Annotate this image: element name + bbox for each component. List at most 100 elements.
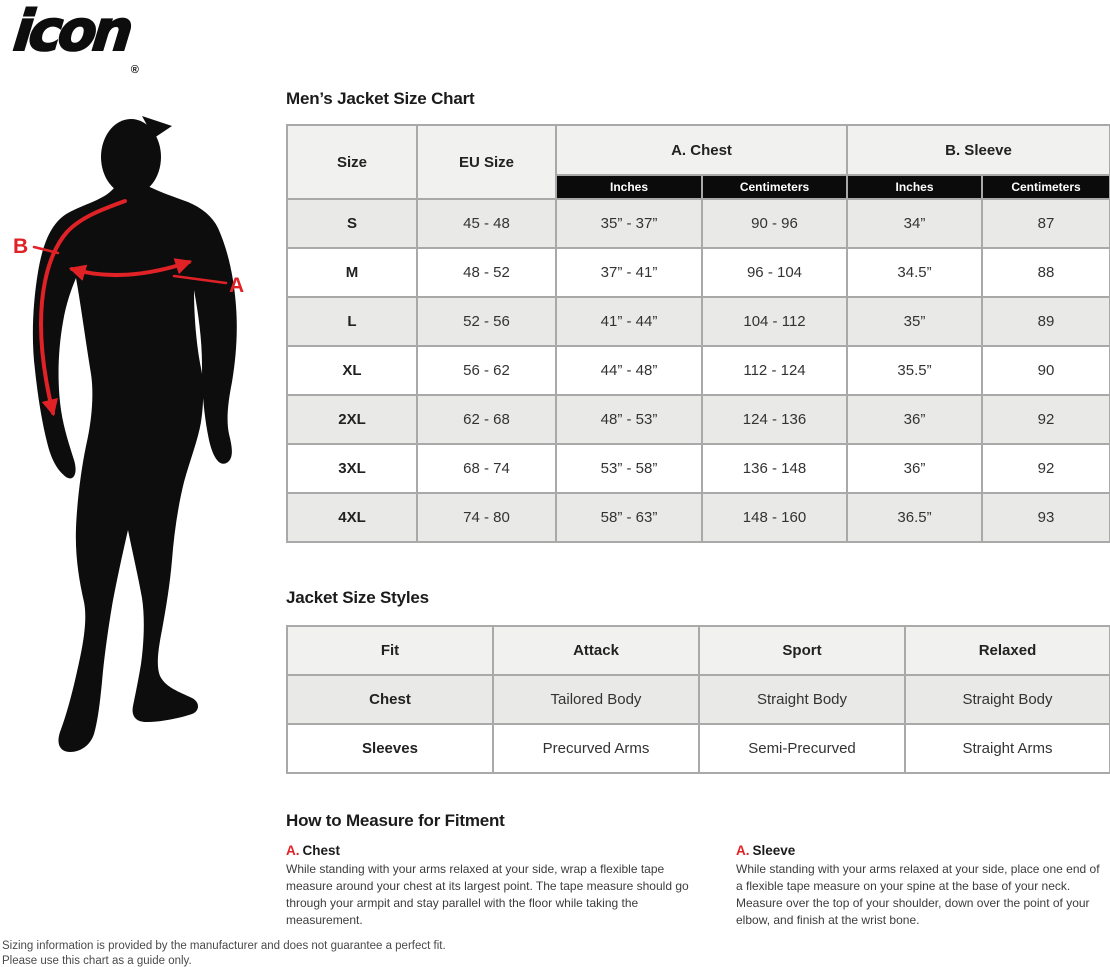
body-silhouette-illustration: A B [13,116,244,752]
measure-chest-heading: A. Chest [286,843,704,858]
size-table-subheader-row: Inches Centimeters Inches Centimeters [287,174,1110,200]
measure-instructions: A. Chest While standing with your arms re… [286,843,1109,929]
table-row-s: S 45 - 48 35” - 37” 90 - 96 34” 87 [286,198,1110,249]
disclaimer-line-2: Please use this chart as a guide only. [2,954,192,967]
chest-measurement-arrow [68,258,193,281]
measure-chest-name: Chest [302,843,341,858]
sleeve-inches-cell: 35.5” [846,345,983,396]
chest-cm-cell: 124 - 136 [701,394,848,445]
measure-block-chest: A. Chest While standing with your arms re… [286,843,704,929]
styles-header-row: Fit Attack Sport Relaxed [286,625,1110,676]
measure-block-sleeve: A. Sleeve While standing with your arms r… [736,843,1109,929]
size-cell: XL [286,345,418,396]
measure-section-title: How to Measure for Fitment [286,811,505,830]
size-cell: 2XL [286,394,418,445]
eu-size-cell: 45 - 48 [416,198,557,249]
sleeve-inches-cell: 36” [846,443,983,494]
subheader-sleeve-inches: Inches [846,174,983,200]
styles-chart-title: Jacket Size Styles [286,588,429,607]
table-row-4xl: 4XL 74 - 80 58” - 63” 148 - 160 36.5” 93 [286,492,1110,543]
size-cell: S [286,198,418,249]
sleeve-inches-cell: 36” [846,394,983,445]
row-label-sleeves: Sleeves [286,723,494,774]
sleeves-sport-cell: Semi-Precurved [698,723,906,774]
measure-chest-text: While standing with your arms relaxed at… [286,862,689,928]
sleeve-inches-cell: 35” [846,296,983,347]
eu-size-cell: 68 - 74 [416,443,557,494]
chest-inches-cell: 44” - 48” [555,345,703,396]
chest-inches-cell: 37” - 41” [555,247,703,298]
col-header-size: Size [286,124,418,200]
col-header-fit: Fit [286,625,494,676]
chest-cm-cell: 96 - 104 [701,247,848,298]
measure-chest-letter: A. [286,843,300,858]
sleeve-cm-cell: 87 [981,198,1110,249]
subheader-chest-centimeters: Centimeters [701,174,848,200]
size-cell: 4XL [286,492,418,543]
eu-size-cell: 56 - 62 [416,345,557,396]
chest-inches-cell: 58” - 63” [555,492,703,543]
sleeve-measurement-arrow [39,199,127,417]
size-cell: L [286,296,418,347]
sleeve-inches-cell: 34” [846,198,983,249]
sleeves-attack-cell: Precurved Arms [492,723,700,774]
subheader-sleeve-centimeters: Centimeters [981,174,1110,200]
sleeve-cm-cell: 89 [981,296,1110,347]
chest-attack-cell: Tailored Body [492,674,700,725]
figure-label-a: A [229,274,244,297]
styles-row-chest: Chest Tailored Body Straight Body Straig… [286,674,1110,725]
logo-wordmark: icon [10,0,134,65]
chest-inches-cell: 41” - 44” [555,296,703,347]
col-header-attack: Attack [492,625,700,676]
sleeves-relaxed-cell: Straight Arms [904,723,1110,774]
row-label-chest: Chest [286,674,494,725]
measure-sleeve-name: Sleeve [752,843,796,858]
subheader-chest-inches: Inches [555,174,703,200]
registered-trademark-symbol: ® [130,64,139,76]
sleeve-inches-cell: 34.5” [846,247,983,298]
icon-brand-logo[interactable]: icon® [10,0,244,76]
eu-size-cell: 62 - 68 [416,394,557,445]
col-group-sleeve: B. Sleeve [846,124,1110,176]
size-chart-title: Men’s Jacket Size Chart [286,89,475,108]
sleeve-cm-cell: 93 [981,492,1110,543]
chest-cm-cell: 90 - 96 [701,198,848,249]
label-a-leader-line [172,274,228,285]
chest-inches-cell: 48” - 53” [555,394,703,445]
table-row-2xl: 2XL 62 - 68 48” - 53” 124 - 136 36” 92 [286,394,1110,445]
jacket-styles-table: Fit Attack Sport Relaxed Chest Tailored … [286,625,1110,774]
measure-sleeve-letter: A. [736,843,750,858]
chest-inches-cell: 35” - 37” [555,198,703,249]
chest-inches-cell: 53” - 58” [555,443,703,494]
measurement-figure: A B [8,110,274,758]
chest-relaxed-cell: Straight Body [904,674,1110,725]
table-row-l: L 52 - 56 41” - 44” 104 - 112 35” 89 [286,296,1110,347]
male-silhouette [32,116,237,752]
size-table-header-row: Size EU Size A. Chest B. Sleeve [286,124,1110,200]
size-cell: M [286,247,418,298]
chest-cm-cell: 112 - 124 [701,345,848,396]
col-header-relaxed: Relaxed [904,625,1110,676]
measure-sleeve-heading: A. Sleeve [736,843,1109,858]
col-group-chest: A. Chest [555,124,848,176]
measure-sleeve-text: While standing with your arms relaxed at… [736,862,1100,928]
sizing-disclaimer: Sizing information is provided by the ma… [2,939,446,967]
sleeve-inches-cell: 36.5” [846,492,983,543]
table-row-xl: XL 56 - 62 44” - 48” 112 - 124 35.5” 90 [286,345,1110,396]
col-header-eu-size: EU Size [416,124,557,200]
chest-sport-cell: Straight Body [698,674,906,725]
chest-cm-cell: 104 - 112 [701,296,848,347]
styles-row-sleeves: Sleeves Precurved Arms Semi-Precurved St… [286,723,1110,774]
eu-size-cell: 52 - 56 [416,296,557,347]
size-cell: 3XL [286,443,418,494]
label-b-leader-line [32,245,60,255]
eu-size-cell: 48 - 52 [416,247,557,298]
col-header-sport: Sport [698,625,906,676]
chest-cm-cell: 148 - 160 [701,492,848,543]
sleeve-cm-cell: 90 [981,345,1110,396]
sleeve-cm-cell: 92 [981,394,1110,445]
table-row-m: M 48 - 52 37” - 41” 96 - 104 34.5” 88 [286,247,1110,298]
sleeve-cm-cell: 92 [981,443,1110,494]
disclaimer-line-1: Sizing information is provided by the ma… [2,940,446,952]
table-row-3xl: 3XL 68 - 74 53” - 58” 136 - 148 36” 92 [286,443,1110,494]
